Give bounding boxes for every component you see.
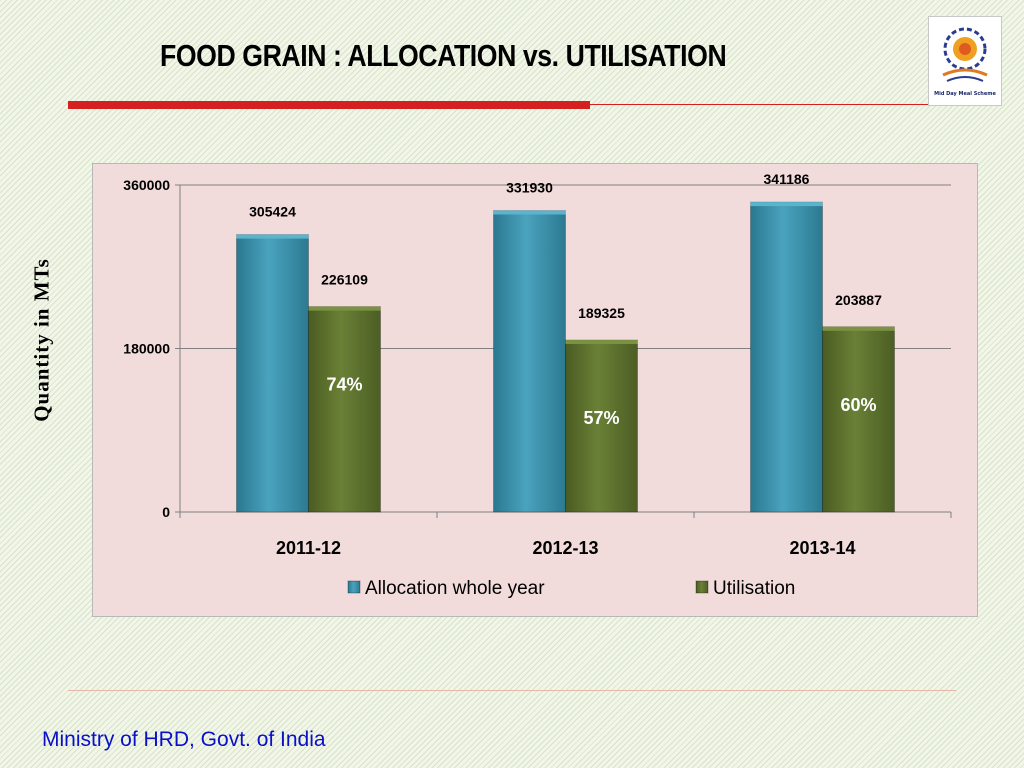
y-axis-title: Quantity in MTs xyxy=(29,258,54,422)
legend-swatch-allocation xyxy=(347,580,361,594)
x-tick-label: 2012-13 xyxy=(532,538,598,558)
legend-label: Allocation whole year xyxy=(365,578,545,599)
y-tick-label: 0 xyxy=(162,504,170,520)
mdm-logo-emblem xyxy=(942,27,988,82)
data-label: 305424 xyxy=(249,204,296,220)
bar-top-highlight xyxy=(822,326,895,331)
bar-utilisation xyxy=(822,326,895,513)
slide-title: FOOD GRAIN : ALLOCATION vs. UTILISATION xyxy=(160,38,727,73)
x-tick-label: 2013-14 xyxy=(789,538,855,558)
title-underline-thin xyxy=(590,104,930,105)
percent-annotation: 74% xyxy=(326,375,362,395)
x-tick-label: 2011-12 xyxy=(276,538,341,558)
bar-utilisation xyxy=(308,306,381,513)
y-tick-label: 360000 xyxy=(123,177,170,193)
data-label: 189325 xyxy=(578,305,625,321)
bar-allocation xyxy=(750,201,823,513)
data-label: 341186 xyxy=(764,171,810,187)
bar-top-highlight xyxy=(493,210,566,215)
mdm-logo: Mid Day Meal Scheme xyxy=(928,16,1002,106)
y-tick-label: 180000 xyxy=(123,341,170,357)
data-label: 226109 xyxy=(321,272,368,288)
legend-label: Utilisation xyxy=(713,578,795,599)
bar-allocation xyxy=(236,234,309,513)
legend-swatch-utilisation xyxy=(695,580,709,594)
percent-annotation: 60% xyxy=(840,395,876,415)
logo-caption: Mid Day Meal Scheme xyxy=(934,91,996,97)
bar-top-highlight xyxy=(750,202,823,207)
bar-chart: 0 180000 360000 305424 226109 74% 2011-12 3319… xyxy=(123,171,952,599)
data-label: 331930 xyxy=(506,179,553,195)
title-underline-thick xyxy=(68,101,590,109)
bar-allocation xyxy=(493,209,566,513)
footer-text: Ministry of HRD, Govt. of India xyxy=(42,728,326,751)
bar-utilisation xyxy=(565,339,638,513)
percent-annotation: 57% xyxy=(583,408,619,428)
footer-rule xyxy=(68,690,956,691)
bar-top-highlight xyxy=(565,340,638,345)
chart-panel: 0 180000 360000 305424 226109 74% 2011-12 3319… xyxy=(92,163,978,617)
bar-top-highlight xyxy=(236,234,309,239)
data-label: 203887 xyxy=(835,292,882,308)
bar-top-highlight xyxy=(308,306,381,311)
